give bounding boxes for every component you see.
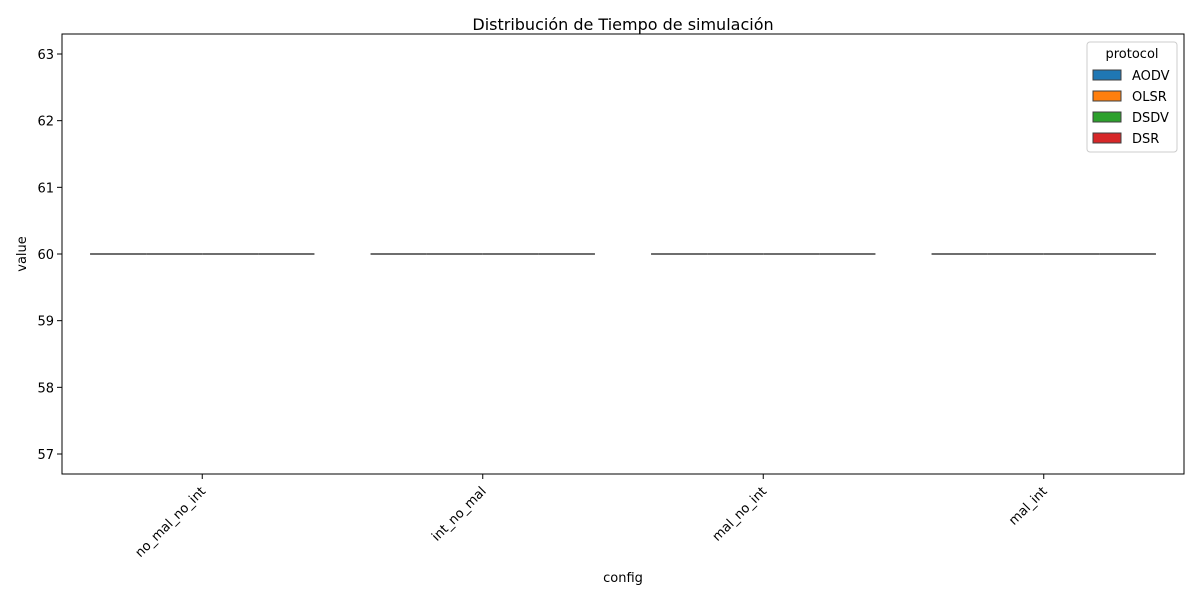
y-tick-label: 59 [37, 315, 54, 330]
y-tick-label: 58 [37, 381, 54, 396]
legend-label-olsr: OLSR [1132, 90, 1167, 105]
y-tick-label: 60 [37, 248, 54, 263]
legend-label-dsr: DSR [1132, 132, 1159, 147]
x-axis: no_mal_no_int int_no_mal mal_no_int mal_int [133, 474, 1051, 561]
legend-label-aodv: AODV [1132, 69, 1170, 84]
legend: protocol AODV OLSR DSDV DSR [1086, 41, 1178, 153]
legend-label-dsdv: DSDV [1132, 111, 1169, 126]
x-tick-label: int_no_mal [429, 484, 489, 544]
y-axis-label: value [15, 236, 30, 272]
x-axis-label: config [603, 571, 643, 586]
legend-swatch-aodv [1092, 69, 1122, 81]
y-tick-label: 61 [37, 181, 54, 196]
x-tick-label: mal_int [1006, 484, 1050, 528]
x-tick-label: no_mal_no_int [133, 484, 209, 560]
legend-swatch-dsdv [1092, 111, 1122, 123]
y-tick-label: 62 [37, 115, 54, 130]
x-tick-label: mal_no_int [710, 484, 770, 544]
chart-title: Distribución de Tiempo de simulación [472, 15, 773, 34]
legend-swatch-dsr [1092, 132, 1122, 144]
y-tick-label: 57 [37, 448, 54, 463]
legend-swatch-olsr [1092, 90, 1122, 102]
y-axis: 57 58 59 60 61 62 63 [37, 48, 62, 463]
legend-title: protocol [1105, 47, 1158, 62]
y-tick-label: 63 [37, 48, 54, 63]
